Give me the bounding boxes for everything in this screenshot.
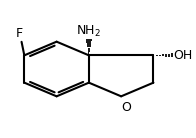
Text: O: O [121,101,131,114]
Text: NH$_2$: NH$_2$ [76,23,101,39]
Text: F: F [16,27,23,40]
Text: OH: OH [174,49,193,62]
